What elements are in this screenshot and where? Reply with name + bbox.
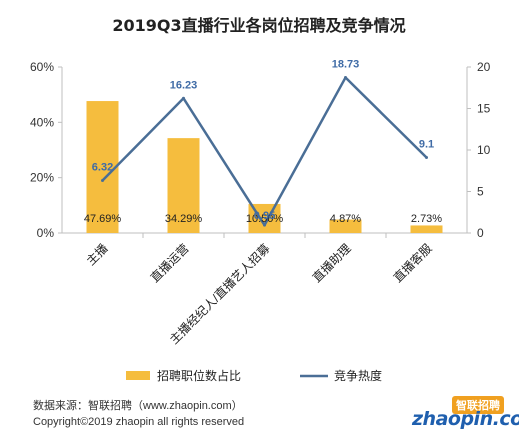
plot-area: 0% 20% 40% 60% 0 5 10 15 20 47.69% 34.29% 10.50% 4.8… <box>30 59 491 347</box>
data-source-note: 数据来源：智联招聘（www.zhaopin.com） <box>33 400 243 412</box>
bar-value-label: 47.69% <box>84 213 122 225</box>
category-label: 直播助理 <box>310 241 354 285</box>
left-tick-label: 60% <box>30 60 54 74</box>
line-value-label: 6.32 <box>92 162 113 174</box>
line-point <box>425 155 428 159</box>
bar-value-label: 2.73% <box>411 213 442 225</box>
category-label: 直播运营 <box>148 241 192 285</box>
right-tick-label: 10 <box>477 143 491 157</box>
legend-line-label: 竞争热度 <box>334 368 382 383</box>
bar <box>167 138 200 233</box>
left-tick-label: 40% <box>30 115 54 129</box>
line-value-label: 0.95 <box>254 210 275 222</box>
legend-bar-swatch <box>126 371 150 380</box>
bar-value-label: 10.50% <box>246 213 284 225</box>
chart-title: 2019Q3直播行业各岗位招聘及竞争情况 <box>112 16 405 35</box>
line-value-label: 16.23 <box>170 79 198 91</box>
category-label: 直播客服 <box>390 241 435 286</box>
right-tick-label: 5 <box>477 185 484 199</box>
bar <box>86 101 119 233</box>
line-series <box>101 76 428 227</box>
line-point <box>182 96 185 100</box>
category-label: 主播 <box>84 241 111 268</box>
bar-value-label: 34.29% <box>165 213 203 225</box>
line-point <box>101 179 104 183</box>
logo-wordmark: zhaopin.com <box>412 408 519 430</box>
bar <box>410 225 443 233</box>
right-tick-label: 20 <box>477 60 491 74</box>
bar-value-label: 4.87% <box>330 213 361 225</box>
right-tick-label: 15 <box>477 102 491 116</box>
zhaopin-logo: 智联招聘 zhaopin.com <box>412 396 519 430</box>
left-tick-label: 0% <box>37 226 55 240</box>
legend-bar-label: 招聘职位数占比 <box>157 368 241 383</box>
line-value-label: 9.1 <box>419 138 434 150</box>
line-point <box>344 76 347 80</box>
line-point <box>263 223 266 227</box>
legend: 招聘职位数占比 竞争热度 <box>126 368 382 383</box>
copyright-note: Copyright©2019 zhaopin all rights reserv… <box>33 416 245 428</box>
line-value-label: 18.73 <box>332 59 360 71</box>
logo-badge: 智联招聘 <box>452 396 504 414</box>
right-tick-label: 0 <box>477 226 484 240</box>
bar <box>329 219 362 233</box>
left-tick-label: 20% <box>30 171 54 185</box>
